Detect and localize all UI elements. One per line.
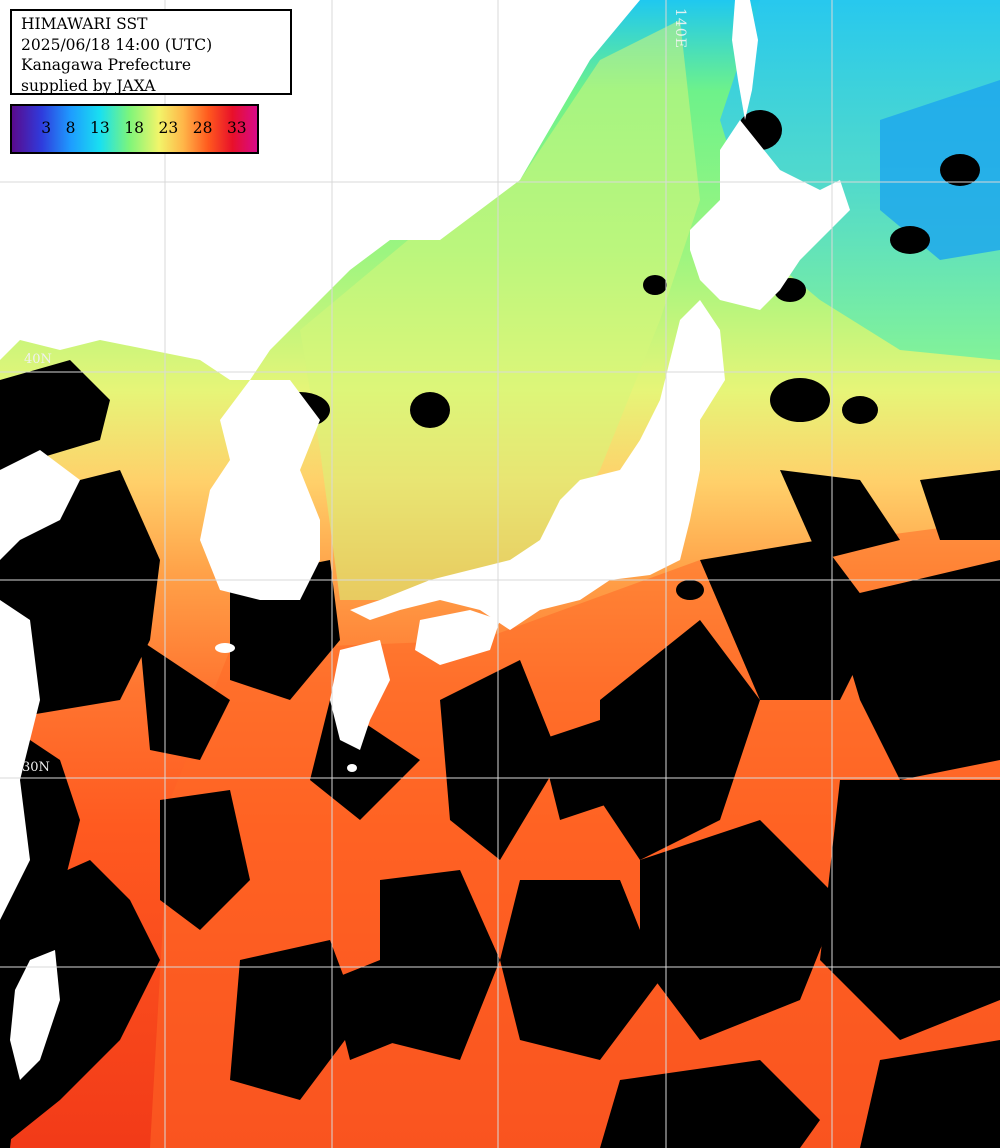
sea-of-japan — [300, 20, 700, 600]
legend-tick: 13 — [90, 119, 110, 137]
legend-tick: 18 — [124, 119, 144, 137]
legend-tick: 8 — [65, 119, 76, 137]
latitude-label-40n: 40N — [24, 352, 52, 367]
legend-tick: 23 — [158, 119, 179, 137]
latitude-label-30n: 30N — [22, 760, 50, 775]
legend-gradient — [12, 106, 257, 152]
info-box: HIMAWARI SST 2025/06/18 14:00 (UTC) Kana… — [10, 9, 292, 95]
legend-tick: 33 — [226, 119, 247, 137]
observation-datetime: 2025/06/18 14:00 (UTC) — [21, 35, 213, 54]
temperature-legend: 3 8 13 18 23 28 33 — [10, 104, 259, 154]
legend-tick: 3 — [41, 119, 52, 137]
data-credit: supplied by JAXA — [21, 76, 156, 95]
longitude-label: 140E — [672, 8, 688, 49]
land — [0, 0, 850, 1080]
region-name: Kanagawa Prefecture — [21, 56, 192, 74]
legend-tick: 28 — [192, 119, 213, 137]
product-title: HIMAWARI SST — [21, 15, 148, 33]
legend-ticks: 3 8 13 18 23 28 33 — [12, 119, 257, 137]
